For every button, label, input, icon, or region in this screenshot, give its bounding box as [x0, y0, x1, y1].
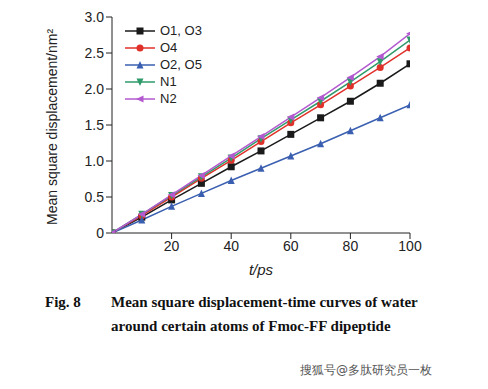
- html-text:Mean square displacement-time: Mean square displacement-time curves of …: [111, 294, 418, 334]
- svg-text:1.0: 1.0: [85, 153, 105, 169]
- svg-text:40: 40: [223, 238, 239, 254]
- html-text:O4: O4: [160, 40, 178, 55]
- svg-text:Mean square displacement/nm²: Mean square displacement/nm²: [44, 29, 60, 225]
- svg-text:80: 80: [343, 238, 359, 254]
- svg-text:3.0: 3.0: [85, 9, 105, 25]
- html-text:O1, O3: O1, O3: [160, 23, 202, 38]
- svg-text:100: 100: [398, 238, 422, 254]
- html-text:O2, O5: O2, O5: [160, 57, 202, 72]
- html-text:搜狐号@多肽研究员一枚: 搜狐号@多肽研究员一枚: [300, 363, 432, 377]
- svg-text:0: 0: [96, 225, 104, 241]
- svg-text:1.5: 1.5: [85, 117, 105, 133]
- html-text:N1: N1: [160, 74, 177, 89]
- svg-text:0.5: 0.5: [85, 189, 105, 205]
- svg-text:20: 20: [164, 238, 180, 254]
- svg-text:2.0: 2.0: [85, 81, 105, 97]
- html-text:N2: N2: [160, 91, 177, 106]
- svg-text:2.5: 2.5: [85, 45, 105, 61]
- svg-text:60: 60: [283, 238, 299, 254]
- svg-text:t/ps: t/ps: [249, 261, 274, 278]
- html-text:Fig. 8: Fig. 8: [45, 294, 81, 310]
